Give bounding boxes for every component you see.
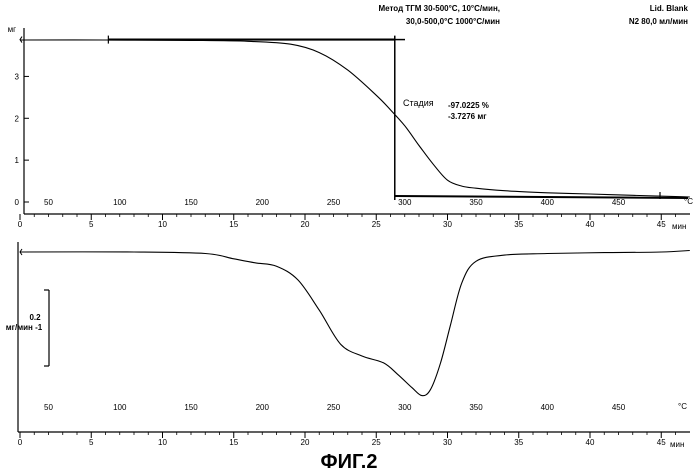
step-percent: -97.0225 % <box>448 101 489 110</box>
tga-temp-tick-label: 200 <box>256 198 270 207</box>
tga-temp-tick-label: 150 <box>184 198 198 207</box>
tga-temp-tick-label: 100 <box>113 198 127 207</box>
range-label: 30,0-500,0°C 1000°C/мин <box>406 17 500 26</box>
dtg-scale-value: 0.2 <box>29 313 41 322</box>
tga-time-tick-label: 15 <box>229 220 238 229</box>
tga-time-tick-label: 40 <box>586 220 595 229</box>
figure-caption: ФИГ.2 <box>321 451 378 473</box>
tga-y-tick-label: 2 <box>15 114 20 123</box>
tga-temp-tick-label: 450 <box>612 198 626 207</box>
tga-temp-tick-label: 50 <box>44 198 53 207</box>
dtg-scale-unit: мг/мин -1 <box>6 323 43 332</box>
tga-y-tick-label: 1 <box>15 156 20 165</box>
tga-time-tick-label: 45 <box>657 220 666 229</box>
tga-time-scale: 0 5 10 15 20 25 30 35 40 45 <box>18 214 676 229</box>
dtg-temp-tick-label: 350 <box>469 403 483 412</box>
tga-temp-tick-label: 400 <box>541 198 555 207</box>
dtg-temp-unit: °C <box>678 402 687 411</box>
tga-time-tick-label: 35 <box>514 220 523 229</box>
dtg-time-unit: мин <box>670 440 684 449</box>
dtg-temp-tick-label: 300 <box>398 403 412 412</box>
dtg-chart: 0.2 мг/мин -1 50 100 150 200 250 300 350 400 450… <box>6 242 690 449</box>
tga-mass-curve <box>19 39 690 198</box>
step-analysis-lines <box>19 35 689 200</box>
tga-y-ticks: 0 1 2 3 <box>15 72 29 207</box>
dtg-time-tick-label: 5 <box>89 438 94 447</box>
method-label: Метод ТГМ 30-500°C, 10°C/мин, <box>378 4 500 13</box>
tga-time-unit: мин <box>672 222 686 231</box>
dtg-time-tick-label: 40 <box>586 438 595 447</box>
tga-time-tick-label: 30 <box>443 220 452 229</box>
tga-temp-tick-label: 250 <box>327 198 341 207</box>
dtg-time-tick-label: 30 <box>443 438 452 447</box>
tga-y-tick-label: 0 <box>15 198 20 207</box>
gas-label: N2 80,0 мл/мин <box>629 17 688 26</box>
step-label: Стадия <box>403 98 434 108</box>
dtg-temp-tick-label: 450 <box>612 403 626 412</box>
dtg-time-tick-label: 10 <box>158 438 167 447</box>
dtg-time-tick-label: 45 <box>657 438 666 447</box>
dtg-temp-tick-label: 400 <box>541 403 555 412</box>
tga-temp-tick-label: 350 <box>469 198 483 207</box>
tga-time-tick-label: 20 <box>301 220 310 229</box>
step-lower-baseline <box>394 195 689 199</box>
tga-time-tick-label: 5 <box>89 220 94 229</box>
tga-temp-tick-label: 300 <box>398 198 412 207</box>
step-mass: -3.7276 мг <box>448 112 487 121</box>
tga-y-unit: мг <box>8 25 17 34</box>
tga-time-tick-label: 25 <box>372 220 381 229</box>
dtg-temp-tick-label: 250 <box>327 403 341 412</box>
dtg-time-tick-label: 35 <box>514 438 523 447</box>
tga-chart: мг 0 1 2 3 50 100 150 200 250 300 350 400 450 0 5 10 1… <box>8 25 694 231</box>
tga-y-tick-label: 3 <box>15 72 20 81</box>
tga-temp-scale: 50 100 150 200 250 300 350 400 450 <box>44 198 626 207</box>
dtg-time-tick-label: 0 <box>18 438 23 447</box>
dtg-time-tick-label: 20 <box>301 438 310 447</box>
dtg-time-tick-label: 25 <box>372 438 381 447</box>
tga-temp-unit: °C <box>684 197 693 206</box>
tga-time-tick-label: 10 <box>158 220 167 229</box>
dtg-temp-tick-label: 200 <box>256 403 270 412</box>
dtg-derivative-curve <box>19 249 690 397</box>
tga-time-tick-label: 0 <box>18 220 23 229</box>
dtg-temp-tick-label: 50 <box>44 403 53 412</box>
dtg-time-tick-label: 15 <box>229 438 238 447</box>
dtg-time-scale: 0 5 10 15 20 25 30 35 40 45 <box>18 432 676 447</box>
dtg-temp-tick-label: 150 <box>184 403 198 412</box>
dtg-temp-tick-label: 100 <box>113 403 127 412</box>
dtg-start-bracket <box>19 248 23 256</box>
sample-label: Lid. Blank <box>650 4 689 13</box>
dtg-temp-scale: 50 100 150 200 250 300 350 400 450 <box>44 403 626 412</box>
